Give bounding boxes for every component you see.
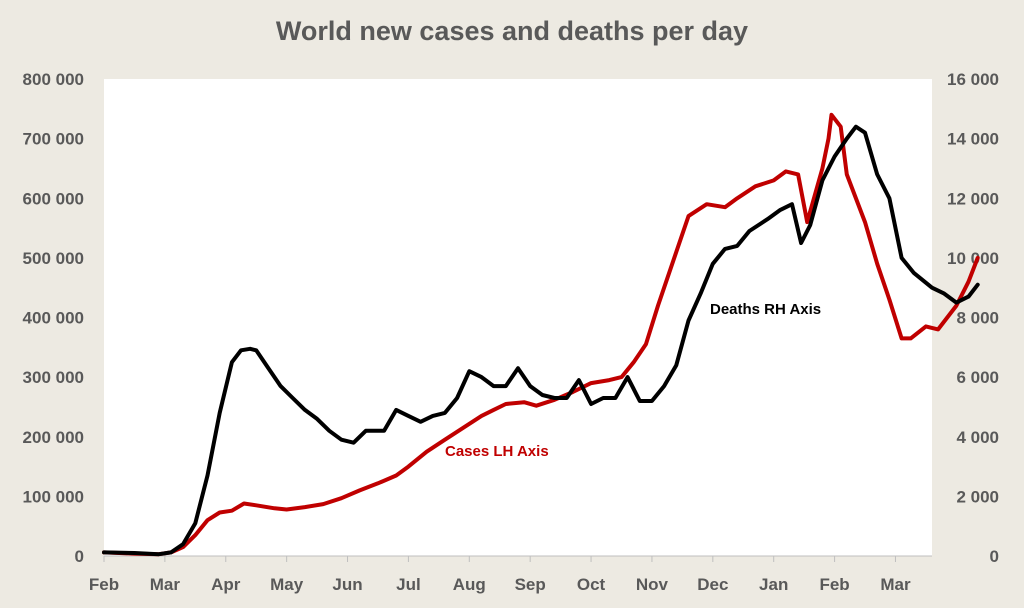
x-tick-label: Jun xyxy=(332,575,362,594)
x-tick-label: May xyxy=(270,575,304,594)
right-tick-label: 10 000 xyxy=(947,249,999,268)
left-tick-label: 200 000 xyxy=(23,428,84,447)
left-axis: 0 100 000 200 000 300 000 400 000 500 000 600 … xyxy=(23,70,84,566)
x-tick-label: Dec xyxy=(697,575,728,594)
x-tick-label: Sep xyxy=(515,575,546,594)
x-axis: Feb Mar Apr May Jun Jul Aug Sep Oct Nov Dec Jan Feb M… xyxy=(89,555,932,594)
x-tick-label: Feb xyxy=(819,575,849,594)
x-tick-label: Feb xyxy=(89,575,119,594)
right-tick-label: 0 xyxy=(990,547,999,566)
series-layer xyxy=(102,112,980,557)
right-tick-label: 12 000 xyxy=(947,189,999,208)
x-tick-label: Mar xyxy=(150,575,181,594)
right-axis: 0 2 000 4 000 6 000 8 000 10 000 12 000 14 000 1… xyxy=(947,70,999,566)
left-tick-label: 700 000 xyxy=(23,130,84,149)
right-tick-label: 16 000 xyxy=(947,70,999,89)
left-tick-label: 300 000 xyxy=(23,368,84,387)
x-tick-label: Jul xyxy=(396,575,421,594)
plot-area xyxy=(104,79,932,556)
left-tick-label: 400 000 xyxy=(23,309,84,328)
right-tick-label: 2 000 xyxy=(956,487,999,506)
right-tick-label: 8 000 xyxy=(956,309,999,328)
left-tick-label: 500 000 xyxy=(23,249,84,268)
x-tick-label: Aug xyxy=(453,575,486,594)
right-tick-label: 6 000 xyxy=(956,368,999,387)
x-tick-label: Oct xyxy=(577,575,606,594)
right-tick-label: 14 000 xyxy=(947,130,999,149)
x-tick-label: Apr xyxy=(211,575,241,594)
cases-annotation: Cases LH Axis xyxy=(445,443,549,460)
deaths-line xyxy=(102,124,980,557)
cases-line xyxy=(102,112,980,557)
chart-title: World new cases and deaths per day xyxy=(275,16,749,46)
x-tick-label: Mar xyxy=(880,575,911,594)
left-tick-label: 800 000 xyxy=(23,70,84,89)
right-tick-label: 4 000 xyxy=(956,428,999,447)
left-tick-label: 600 000 xyxy=(23,189,84,208)
deaths-annotation: Deaths RH Axis xyxy=(710,301,821,318)
left-tick-label: 100 000 xyxy=(23,487,84,506)
x-tick-label: Jan xyxy=(759,575,788,594)
left-tick-label: 0 xyxy=(75,547,84,566)
x-tick-label: Nov xyxy=(636,575,669,594)
